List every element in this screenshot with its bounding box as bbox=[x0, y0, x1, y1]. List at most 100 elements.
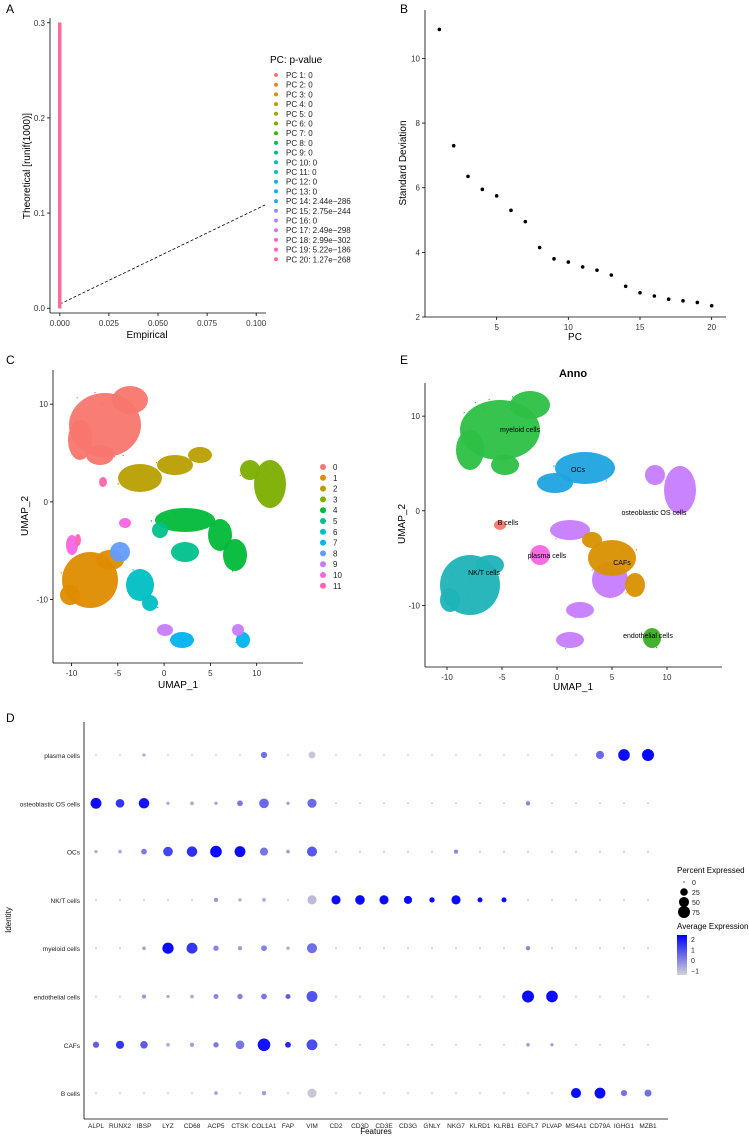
feature-label-ACP5: ACP5 bbox=[208, 1123, 225, 1130]
dot-4-NKG7 bbox=[455, 947, 457, 949]
elbow-point-pc-6 bbox=[509, 208, 513, 213]
dot-3-LYZ bbox=[167, 899, 169, 901]
dot-2-GNLY bbox=[431, 850, 433, 853]
cluster-5 bbox=[152, 522, 199, 562]
panel-a-legend-title: PC: p-value bbox=[270, 55, 323, 66]
panel-a-ylabel: Theoretical [runif(1000)] bbox=[22, 113, 33, 219]
feature-label-NKG7: NKG7 bbox=[447, 1123, 465, 1130]
identity-label-0: plasma cells bbox=[44, 753, 81, 760]
dot-1-IGHG1 bbox=[623, 802, 625, 805]
dot-3-CD2 bbox=[331, 895, 341, 905]
dot-0-CD3D bbox=[359, 754, 361, 756]
x-tick-label: 0.025 bbox=[99, 319, 120, 328]
legend-key-pc-16 bbox=[274, 218, 278, 223]
dot-5-GNLY bbox=[431, 995, 433, 998]
dot-7-CD79A bbox=[594, 1087, 606, 1099]
dot-0-MZB1 bbox=[642, 749, 654, 761]
anno-b bbox=[494, 520, 506, 530]
y-tick-label: 0.1 bbox=[34, 209, 46, 218]
dot-5-ACP5 bbox=[213, 994, 219, 999]
dot-5-IBSP bbox=[141, 994, 147, 999]
dot-2-CD2 bbox=[335, 850, 337, 853]
dot-4-CD3D bbox=[359, 947, 361, 949]
x-tick-label: -10 bbox=[441, 673, 453, 682]
dot-5-CTSK bbox=[237, 993, 243, 1000]
elbow-point-pc-14 bbox=[623, 284, 628, 289]
dot-2-PLVAP bbox=[551, 850, 553, 853]
dot-0-CTSK bbox=[239, 754, 241, 756]
y-tick-label: 0.3 bbox=[34, 19, 46, 28]
dot-3-CD3G bbox=[403, 895, 413, 904]
dot-7-CD3D bbox=[359, 1092, 361, 1094]
dot-3-EGFL7 bbox=[527, 899, 529, 901]
anno-label-1: OCs bbox=[571, 467, 586, 474]
dot-0-CD3G bbox=[407, 754, 409, 756]
dot-2-EGFL7 bbox=[527, 850, 529, 853]
legend-label-cluster-7: 7 bbox=[333, 539, 338, 548]
legend-key-pc-13 bbox=[274, 189, 278, 194]
dot-0-IGHG1 bbox=[618, 749, 630, 761]
legend-label-cluster-1: 1 bbox=[333, 474, 338, 483]
legend-key-pc-11 bbox=[274, 170, 278, 174]
panel-d-letter: D bbox=[6, 711, 15, 725]
dot-1-CD79A bbox=[599, 802, 601, 805]
anno-osteo-small bbox=[556, 632, 584, 650]
legend-label-pc-8: PC 8: 0 bbox=[286, 139, 313, 148]
dot-7-ACP5 bbox=[214, 1091, 218, 1095]
dot-5-LYZ bbox=[166, 994, 170, 999]
dot-4-ACP5 bbox=[213, 945, 219, 951]
dot-2-IBSP bbox=[141, 848, 147, 855]
legend-key-pc-3 bbox=[274, 92, 278, 97]
dot-7-FAP bbox=[287, 1092, 289, 1094]
dot-0-LYZ bbox=[167, 754, 169, 756]
dot-5-FAP bbox=[285, 994, 291, 999]
legend-label-cluster-6: 6 bbox=[333, 528, 338, 537]
panel-d-feature-labels: ALPL RUNX2 IBSP LYZ CD68 ACP5 CTSK COL1A1 FAP VIM… bbox=[88, 1123, 657, 1130]
dot-5-NKG7 bbox=[455, 995, 457, 998]
identity-label-3: NK/T cells bbox=[51, 898, 81, 905]
panel-c-ticks: -10 -5 0 5 10 -10 0 10 bbox=[36, 400, 261, 678]
x-tick-label: 0.100 bbox=[246, 319, 267, 328]
dot-3-RUNX2 bbox=[119, 899, 121, 901]
dot-6-COL1A1 bbox=[257, 1038, 271, 1052]
legend-label-pc-15: PC 15: 2.75e−244 bbox=[286, 207, 351, 216]
dot-3-CTSK bbox=[238, 898, 242, 902]
cluster-4 bbox=[150, 508, 247, 572]
panel-c-xlabel: UMAP_1 bbox=[158, 680, 198, 691]
dot-3-NKG7 bbox=[451, 895, 461, 905]
dot-7-LYZ bbox=[167, 1092, 169, 1094]
legend-key-cluster-11 bbox=[320, 582, 326, 589]
dot-1-EGFL7 bbox=[525, 801, 531, 806]
identity-label-6: CAFs bbox=[64, 1043, 81, 1050]
dot-2-KLRB1 bbox=[503, 850, 505, 853]
dot-3-ALPL bbox=[95, 899, 97, 901]
size-label-25: 25 bbox=[692, 890, 700, 897]
panel-a-letter: A bbox=[6, 2, 14, 16]
dot-0-RUNX2 bbox=[119, 754, 121, 756]
dot-4-VIM bbox=[306, 943, 318, 954]
panel-b: B 5 10 15 20 2 4 6 8 10 PC Standard Deviation bbox=[398, 2, 726, 343]
anno-osteoblastic bbox=[550, 465, 696, 619]
legend-label-cluster-11: 11 bbox=[333, 582, 342, 591]
dot-7-RUNX2 bbox=[119, 1092, 121, 1094]
feature-label-KLRB1: KLRB1 bbox=[494, 1123, 515, 1130]
legend-key-pc-5 bbox=[274, 111, 278, 116]
x-tick-label: 0.050 bbox=[148, 319, 169, 328]
dot-3-KLRB1 bbox=[501, 897, 507, 903]
dot-5-CD68 bbox=[190, 994, 194, 999]
anno-label-3: B cells bbox=[498, 520, 519, 527]
cluster-3 bbox=[239, 460, 286, 508]
dot-3-PLVAP bbox=[551, 899, 553, 901]
dot-1-GNLY bbox=[431, 802, 433, 805]
legend-label-pc-11: PC 11: 0 bbox=[286, 168, 317, 177]
panel-b-letter: B bbox=[400, 2, 408, 16]
identity-label-4: myeloid cells bbox=[43, 946, 81, 953]
color-label-1: 1 bbox=[691, 948, 695, 955]
dot-7-NKG7 bbox=[455, 1092, 457, 1094]
feature-label-ALPL: ALPL bbox=[88, 1123, 104, 1130]
dot-1-MS4A1 bbox=[575, 802, 577, 805]
dot-0-CD68 bbox=[191, 754, 193, 756]
x-tick-label: 0 bbox=[162, 669, 167, 678]
